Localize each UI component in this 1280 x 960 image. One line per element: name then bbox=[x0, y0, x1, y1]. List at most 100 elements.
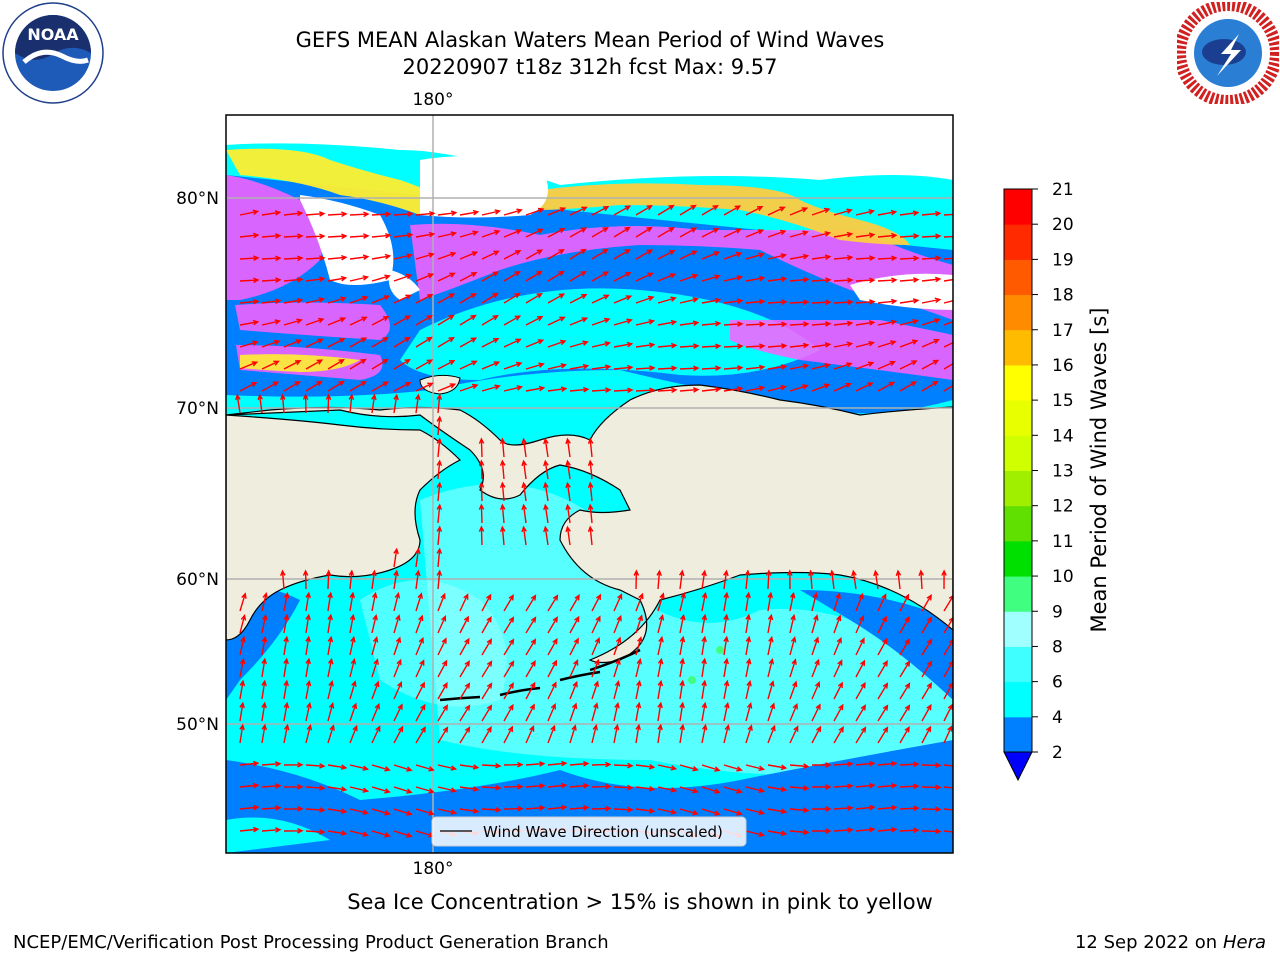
wind-wave-arrow bbox=[613, 295, 633, 304]
wind-wave-arrow bbox=[283, 723, 290, 744]
wind-wave-arrow bbox=[569, 593, 580, 612]
wind-wave-arrow bbox=[811, 725, 822, 744]
wind-wave-arrow bbox=[565, 481, 571, 502]
wind-wave-arrow bbox=[499, 525, 506, 546]
wind-wave-arrow bbox=[459, 637, 470, 656]
wind-wave-arrow bbox=[745, 591, 751, 612]
wind-wave-arrow bbox=[415, 636, 424, 656]
wind-wave-arrow bbox=[613, 784, 634, 791]
wind-wave-arrow bbox=[371, 613, 378, 634]
wind-wave-arrow bbox=[503, 594, 514, 612]
wind-wave-arrow bbox=[591, 317, 611, 326]
wind-wave-arrow bbox=[371, 274, 391, 282]
wind-wave-arrow bbox=[393, 381, 412, 392]
wind-wave-arrow bbox=[239, 361, 259, 370]
wind-wave-arrow bbox=[547, 659, 558, 678]
wind-wave-arrow bbox=[305, 635, 311, 656]
wind-wave-arrow bbox=[547, 782, 568, 789]
wind-wave-arrow bbox=[503, 725, 514, 744]
wind-wave-arrow bbox=[393, 636, 402, 656]
wind-wave-arrow bbox=[635, 808, 656, 814]
wind-wave-arrow bbox=[767, 613, 774, 634]
wind-wave-arrow bbox=[261, 827, 282, 833]
wind-wave-arrow bbox=[591, 637, 600, 656]
wind-wave-arrow bbox=[613, 658, 621, 678]
wind-wave-arrow bbox=[789, 591, 796, 612]
wind-wave-arrow bbox=[393, 569, 399, 590]
wind-wave-arrow bbox=[547, 293, 566, 304]
wind-wave-arrow bbox=[745, 364, 766, 371]
wind-wave-arrow bbox=[855, 277, 876, 284]
wind-wave-arrow bbox=[565, 503, 571, 524]
wind-wave-arrow bbox=[481, 209, 502, 216]
wind-wave-arrow bbox=[701, 701, 708, 722]
wind-wave-arrow bbox=[745, 321, 766, 328]
legend-label: Wind Wave Direction (unscaled) bbox=[483, 823, 723, 841]
no-data-area bbox=[300, 195, 394, 285]
wind-wave-arrow bbox=[635, 592, 644, 612]
wind-wave-arrow bbox=[657, 592, 665, 612]
wind-wave-arrow bbox=[811, 207, 831, 216]
wind-wave-arrow bbox=[899, 593, 910, 612]
wind-wave-arrow bbox=[613, 271, 632, 282]
wind-wave-arrow bbox=[918, 569, 925, 590]
wind-wave-arrow bbox=[679, 635, 686, 656]
wind-wave-arrow bbox=[591, 294, 610, 304]
wind-wave-arrow bbox=[635, 679, 642, 700]
wind-wave-arrow bbox=[393, 786, 413, 794]
wind-wave-arrow bbox=[701, 274, 721, 282]
wind-wave-arrow bbox=[767, 657, 775, 678]
wind-wave-arrow bbox=[349, 680, 357, 700]
colorbar-segment bbox=[1004, 259, 1032, 296]
wind-wave-arrow bbox=[811, 383, 831, 392]
wind-wave-arrow bbox=[305, 233, 326, 240]
map-legend: Wind Wave Direction (unscaled) bbox=[431, 816, 747, 847]
wind-wave-arrow bbox=[833, 761, 854, 767]
wind-wave-arrow bbox=[591, 226, 609, 238]
wind-wave-arrow bbox=[877, 232, 898, 239]
wind-wave-arrow bbox=[745, 808, 766, 815]
wind-wave-arrow bbox=[591, 658, 600, 678]
wind-wave-arrow bbox=[943, 362, 953, 370]
wind-wave-arrow bbox=[349, 702, 358, 722]
wind-wave-arrow bbox=[591, 364, 612, 370]
wind-wave-arrow bbox=[503, 761, 524, 768]
wind-wave-arrow bbox=[723, 764, 743, 772]
wind-wave-arrow bbox=[899, 660, 911, 678]
wind-wave-arrow bbox=[547, 804, 568, 811]
wind-wave-arrow bbox=[349, 724, 358, 744]
colorbar-segment bbox=[1004, 364, 1032, 401]
wind-wave-arrow bbox=[261, 381, 280, 392]
wind-wave-arrow bbox=[239, 635, 246, 656]
wind-wave-arrow bbox=[415, 786, 435, 794]
colorbar-segment bbox=[1004, 189, 1032, 225]
wind-wave-arrow bbox=[371, 636, 379, 656]
colorbar-segment bbox=[1004, 576, 1032, 612]
wind-wave-arrow bbox=[503, 638, 515, 656]
wind-wave-arrow bbox=[239, 701, 245, 722]
wind-wave-arrow bbox=[855, 340, 875, 348]
wind-wave-arrow bbox=[723, 679, 730, 700]
wind-wave-arrow bbox=[437, 786, 458, 793]
wind-wave-arrow bbox=[591, 248, 609, 260]
wind-wave-arrow bbox=[613, 318, 633, 326]
wind-wave-arrow bbox=[745, 724, 753, 744]
wind-wave-arrow bbox=[635, 636, 643, 656]
wind-wave-arrow bbox=[437, 210, 458, 216]
wind-wave-arrow bbox=[613, 614, 622, 634]
wind-wave-arrow bbox=[833, 231, 854, 238]
wind-wave-arrow bbox=[679, 343, 700, 349]
wind-wave-arrow bbox=[393, 808, 413, 816]
wind-wave-arrow bbox=[811, 277, 832, 283]
wind-wave-arrow bbox=[833, 636, 842, 656]
chart-subtitle: 20220907 t18z 312h fcst Max: 9.57 bbox=[402, 55, 778, 79]
wind-wave-arrow bbox=[525, 761, 546, 767]
colorbar-segment bbox=[1004, 611, 1032, 647]
wind-wave-arrow bbox=[239, 381, 258, 392]
wind-wave-arrow bbox=[349, 635, 356, 656]
wind-wave-arrow bbox=[633, 569, 640, 590]
wind-wave-arrow bbox=[855, 615, 865, 634]
wind-wave-arrow bbox=[283, 276, 304, 283]
wind-wave-arrow bbox=[569, 206, 588, 216]
wind-wave-arrow bbox=[899, 360, 918, 370]
